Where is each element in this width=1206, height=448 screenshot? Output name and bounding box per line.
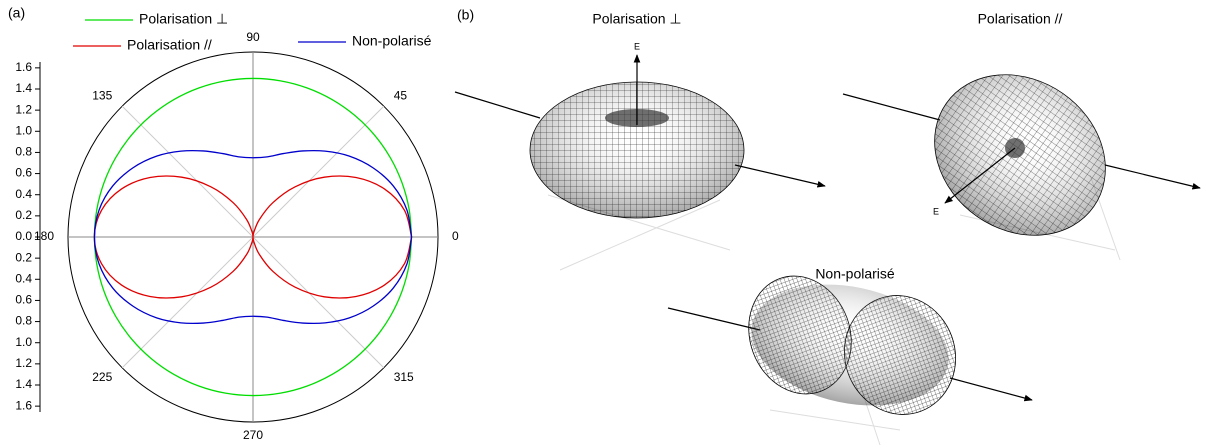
series-line [93,149,413,325]
panel-label: (a) [8,5,25,21]
view-title: Polarisation ⊥ [592,11,681,27]
axis-label: E [634,41,640,51]
radial-tick-label: 0.6 [15,166,32,180]
view-title: Polarisation // [978,11,1063,27]
angular-tick-label: 270 [243,428,263,442]
angular-grid-line [121,236,254,369]
angular-tick-label: 0 [452,229,459,243]
radial-tick-label: 0.6 [15,293,32,307]
radial-tick-label: 1.4 [15,81,32,95]
radial-tick-label: 0.2 [15,250,32,264]
render-par: E [842,74,1201,261]
angular-tick-label: 315 [394,370,414,384]
axis-label: E [933,206,939,216]
angular-grid-line [252,105,385,238]
radial-tick-label: 1.4 [15,377,32,391]
angular-tick-label: 225 [92,370,112,384]
radial-tick-label: 1.0 [15,335,32,349]
radial-tick-label: 0.4 [15,271,32,285]
radial-tick-label: 1.2 [15,356,32,370]
render-perp: E [454,41,826,271]
angular-grid-line [121,105,254,238]
angular-tick-label: 180 [34,229,54,243]
angular-grid-line [252,236,385,369]
angular-tick-label: 90 [246,30,260,44]
view-title: Non-polarisé [815,266,895,282]
radial-tick-label: 0.4 [15,187,32,201]
legend-label: Non-polarisé [352,33,432,49]
radial-tick-label: 0.8 [15,145,32,159]
radial-tick-label: 0.2 [15,208,32,222]
radial-tick-label: 1.0 [15,123,32,137]
angular-tick-label: 45 [394,88,408,102]
radial-tick-label: 1.6 [15,60,32,74]
panel-label: (b) [457,7,474,23]
angular-tick-label: 135 [92,88,112,102]
render-unpol [667,275,1033,446]
legend-label: Polarisation ⊥ [139,11,228,27]
radial-tick-label: 1.2 [15,102,32,116]
radial-tick-label: 1.6 [15,398,32,412]
legend-label: Polarisation // [127,37,212,53]
radial-tick-label: 0.0 [15,229,32,243]
radial-tick-label: 0.8 [15,314,32,328]
